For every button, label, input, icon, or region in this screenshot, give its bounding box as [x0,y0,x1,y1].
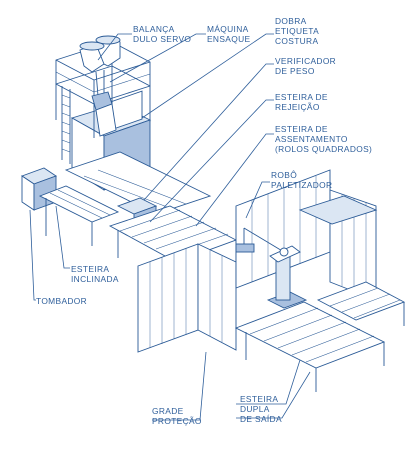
inclined-conveyor [38,185,120,223]
label-robo-1: ROBÔ [271,170,297,180]
label-dobra-3: COSTURA [275,36,318,46]
rail-mid [93,73,151,93]
rail-mid [55,71,95,93]
palletizing-robot [235,227,308,309]
label-assentamento-3: (ROLOS QUADRADOS) [275,144,372,154]
labels: BALANÇA DULO SERVO MÁQUINA ENSAQUE DOBRA… [36,16,372,426]
label-rejeicao-2: REJEIÇÃO [275,102,320,112]
label-maquina-2: ENSAQUE [207,34,250,44]
fence-panel-front [197,243,237,351]
label-grade-2: PROTEÇÃO [152,416,202,426]
label-rejeicao-1: ESTEIRA DE [275,92,328,102]
weighing-hoppers [79,35,121,111]
label-tombador: TOMBADOR [36,296,87,306]
label-grade-1: GRADE [152,406,184,416]
bagging-spout [95,103,117,137]
label-balanca-2: DULO SERVO [133,34,191,44]
label-balanca-1: BALANÇA [133,24,175,34]
output-conveyor-2 [316,281,406,321]
label-verificador-1: VERIFICADOR [275,56,336,66]
label-inclinada-2: INCLINADA [71,274,119,284]
label-assentamento-1: ESTEIRA DE [275,124,328,134]
label-dupla-3: DE SAÍDA [240,414,282,424]
label-maquina-1: MÁQUINA [207,24,249,34]
label-dobra-1: DOBRA [275,16,307,26]
ladder [61,86,71,164]
label-inclinada-1: ESTEIRA [71,264,109,274]
label-robo-2: PALETIZADOR [271,180,332,190]
safety-fence [137,169,378,353]
double-output-conveyor [234,281,406,392]
fence-panel-left [137,243,199,353]
label-dupla-1: ESTEIRA [240,394,278,404]
label-verificador-2: DE PESO [275,66,315,76]
label-assentamento-2: ASSENTAMENTO [275,134,348,144]
main-conveyor [64,151,212,215]
label-dobra-2: ETIQUETA [275,26,319,36]
leader-lines [29,33,311,421]
label-dupla-2: DUPLA [240,404,270,414]
pallet-magazine [298,195,378,225]
